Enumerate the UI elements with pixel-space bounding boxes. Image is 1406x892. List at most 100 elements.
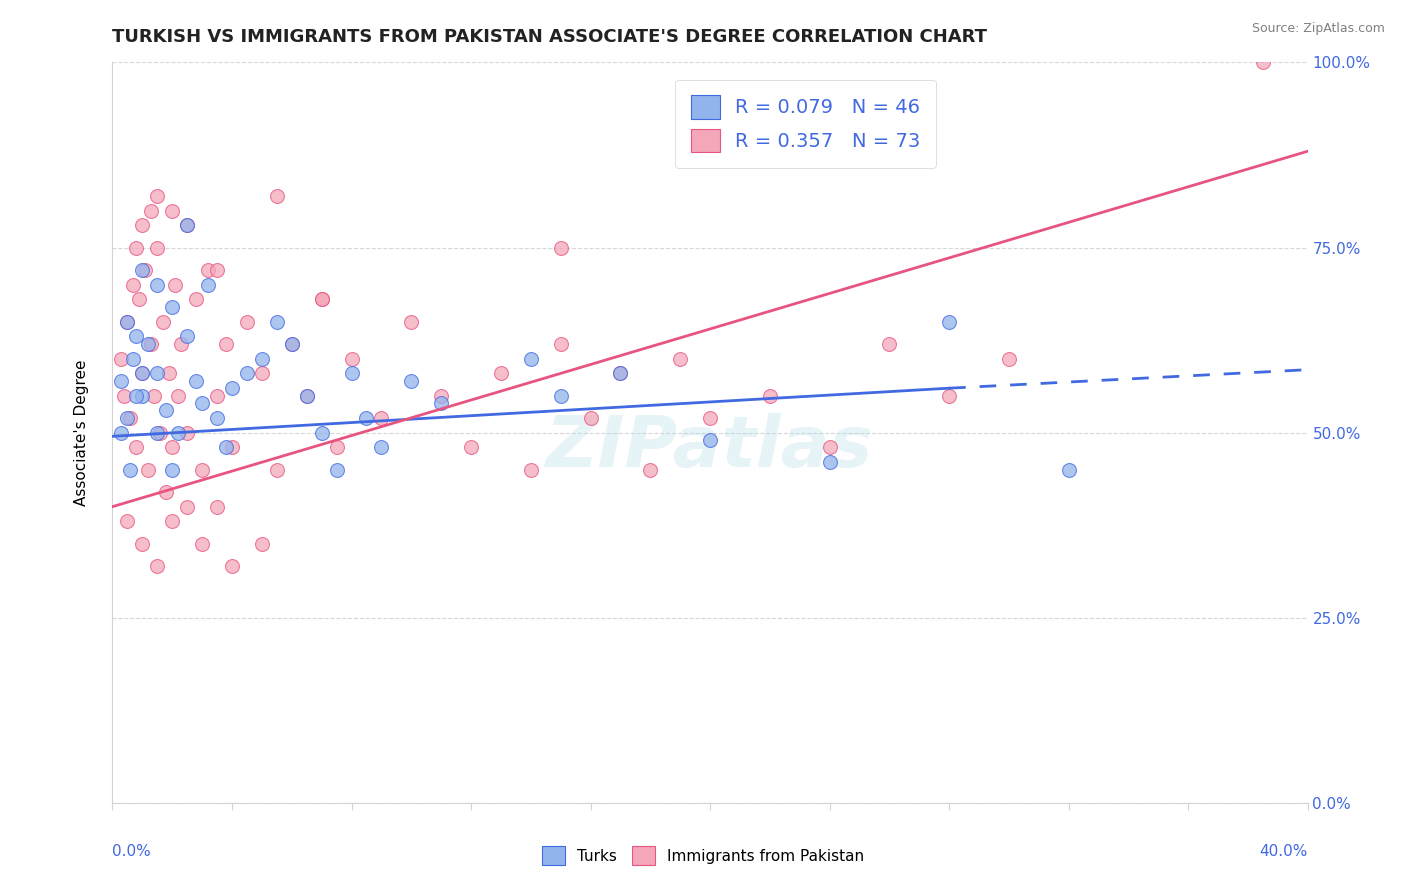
Point <box>117 410 139 425</box>
Point <box>155 403 177 417</box>
Point <box>141 203 163 218</box>
Point <box>236 367 259 381</box>
Point <box>250 367 273 381</box>
Point <box>609 367 631 381</box>
Point <box>281 336 304 351</box>
Point <box>205 262 228 277</box>
Point <box>120 462 142 476</box>
Point <box>122 351 145 366</box>
Point <box>759 388 782 402</box>
Point <box>550 336 572 351</box>
Legend: Turks, Immigrants from Pakistan: Turks, Immigrants from Pakistan <box>536 840 870 871</box>
Point <box>401 314 423 328</box>
Point <box>167 425 190 440</box>
Point <box>325 462 347 476</box>
Point <box>197 262 219 277</box>
Point <box>1057 462 1080 476</box>
Point <box>401 374 423 388</box>
Point <box>131 367 153 381</box>
Point <box>146 188 169 202</box>
Point <box>370 441 392 455</box>
Point <box>579 410 602 425</box>
Point <box>250 351 273 366</box>
Point <box>122 277 145 292</box>
Point <box>162 203 183 218</box>
Point <box>162 441 183 455</box>
Point <box>699 410 721 425</box>
Point <box>430 396 453 410</box>
Point <box>460 441 482 455</box>
Point <box>143 388 166 402</box>
Point <box>186 374 208 388</box>
Point <box>186 293 208 307</box>
Point <box>1251 55 1274 70</box>
Point <box>221 558 243 573</box>
Point <box>191 462 214 476</box>
Point <box>550 240 572 255</box>
Point <box>146 558 169 573</box>
Point <box>125 329 148 343</box>
Point <box>131 219 153 233</box>
Point <box>141 336 163 351</box>
Text: 0.0%: 0.0% <box>112 845 152 860</box>
Point <box>138 336 160 351</box>
Point <box>117 314 139 328</box>
Point <box>191 536 214 550</box>
Point <box>125 388 148 402</box>
Point <box>162 515 183 529</box>
Point <box>131 367 153 381</box>
Point <box>117 314 139 328</box>
Text: Source: ZipAtlas.com: Source: ZipAtlas.com <box>1251 22 1385 36</box>
Point <box>110 351 132 366</box>
Point <box>152 314 174 328</box>
Point <box>236 314 259 328</box>
Point <box>699 433 721 447</box>
Point <box>176 219 198 233</box>
Point <box>640 462 662 476</box>
Point <box>266 188 288 202</box>
Point <box>117 515 139 529</box>
Point <box>146 277 169 292</box>
Point <box>167 388 190 402</box>
Point <box>157 367 180 381</box>
Point <box>266 314 288 328</box>
Point <box>146 240 169 255</box>
Point <box>938 388 960 402</box>
Point <box>520 351 543 366</box>
Point <box>176 500 198 514</box>
Point <box>609 367 631 381</box>
Point <box>128 293 150 307</box>
Point <box>669 351 692 366</box>
Point <box>340 367 363 381</box>
Point <box>295 388 318 402</box>
Point <box>938 314 960 328</box>
Point <box>205 410 228 425</box>
Point <box>131 262 153 277</box>
Point <box>114 388 135 402</box>
Point <box>176 329 198 343</box>
Point <box>340 351 363 366</box>
Point <box>155 484 177 499</box>
Point <box>131 388 153 402</box>
Point <box>879 336 901 351</box>
Point <box>818 441 841 455</box>
Point <box>125 240 148 255</box>
Point <box>311 293 333 307</box>
Point <box>149 425 172 440</box>
Point <box>205 388 228 402</box>
Point <box>215 441 238 455</box>
Text: 40.0%: 40.0% <box>1260 845 1308 860</box>
Point <box>818 455 841 469</box>
Point <box>205 500 228 514</box>
Point <box>221 381 243 395</box>
Point <box>162 462 183 476</box>
Y-axis label: Associate's Degree: Associate's Degree <box>75 359 89 506</box>
Point <box>110 425 132 440</box>
Point <box>311 293 333 307</box>
Point <box>356 410 378 425</box>
Point <box>176 425 198 440</box>
Point <box>325 441 347 455</box>
Point <box>162 300 183 314</box>
Point <box>131 536 153 550</box>
Point <box>250 536 273 550</box>
